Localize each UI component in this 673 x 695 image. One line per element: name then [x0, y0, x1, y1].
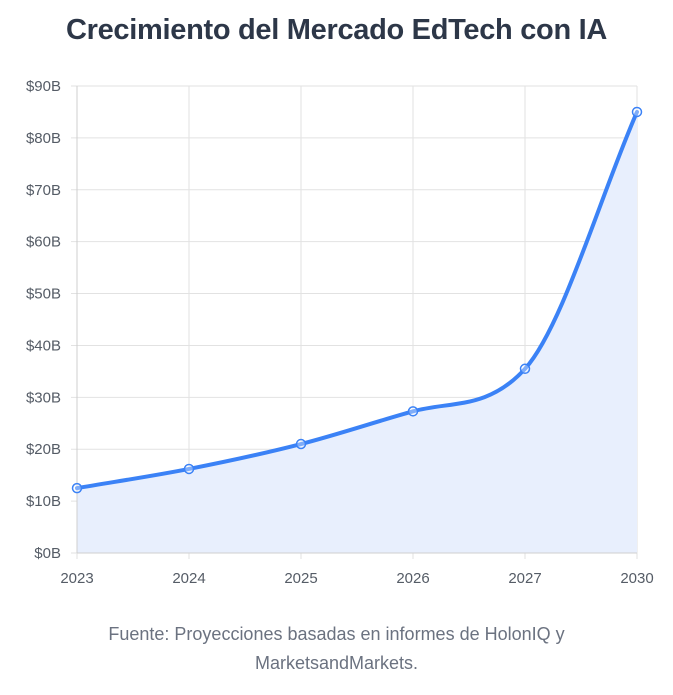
y-tick-label: $40B	[26, 337, 61, 354]
y-tick-label: $0B	[34, 545, 61, 562]
y-tick-label: $60B	[26, 234, 61, 251]
y-tick-labels: $0B $10B $20B $30B $40B $50B $60B $70B $80B $90B	[26, 78, 61, 562]
y-tick-label: $10B	[26, 493, 61, 510]
source-line-2: MarketsandMarkets.	[254, 653, 419, 673]
x-tick-labels: 2023 2024 2025 2026 2027 2030	[60, 570, 653, 587]
axes	[76, 86, 637, 554]
y-tick-label: $30B	[26, 389, 61, 406]
source-note: Fuente: Proyecciones basadas en informes…	[0, 620, 673, 678]
x-tick-label: 2024	[172, 570, 205, 587]
chart-canvas: $0B$10B$20B$30B$40B$50B$60B$70B$80B$90B …	[26, 78, 654, 587]
y-tick-label: $80B	[26, 130, 61, 147]
series-line	[75, 109, 639, 491]
y-tick-label: $90B	[26, 78, 61, 95]
series-area	[77, 111, 637, 553]
data-point-2027[interactable]	[519, 363, 531, 375]
data-point-2025[interactable]	[295, 438, 307, 450]
source-line-1: Fuente: Proyecciones basadas en informes…	[108, 624, 565, 644]
x-tick-label: 2026	[396, 570, 429, 587]
data-point-2024[interactable]	[183, 463, 195, 475]
y-tick-label: $70B	[26, 182, 61, 199]
x-tick-label: 2027	[508, 570, 541, 587]
data-point-2026[interactable]	[407, 406, 419, 417]
y-tick-label: $50B	[26, 286, 61, 303]
series-line-path	[75, 109, 639, 491]
x-tick-label: 2023	[60, 570, 93, 587]
data-point-2023[interactable]	[71, 482, 83, 494]
x-tick-label: 2030	[620, 570, 653, 587]
x-tick-label: 2025	[284, 570, 317, 587]
data-points	[71, 106, 643, 494]
chart-title: Crecimiento del Mercado EdTech con IA	[65, 14, 608, 46]
area-fill	[77, 111, 637, 553]
y-tick-label: $20B	[26, 441, 61, 458]
data-point-2030[interactable]	[631, 106, 643, 118]
